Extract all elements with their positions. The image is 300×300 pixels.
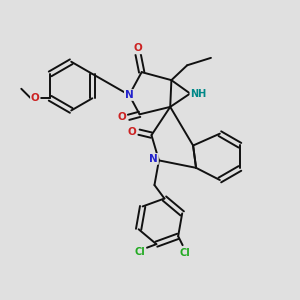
Text: NH: NH <box>190 88 207 98</box>
Text: N: N <box>125 90 134 100</box>
Text: O: O <box>31 93 40 103</box>
Text: O: O <box>127 127 136 137</box>
Text: Cl: Cl <box>135 248 146 257</box>
Text: Cl: Cl <box>180 248 190 259</box>
Text: O: O <box>134 44 142 53</box>
Text: O: O <box>117 112 126 122</box>
Text: N: N <box>149 154 158 164</box>
